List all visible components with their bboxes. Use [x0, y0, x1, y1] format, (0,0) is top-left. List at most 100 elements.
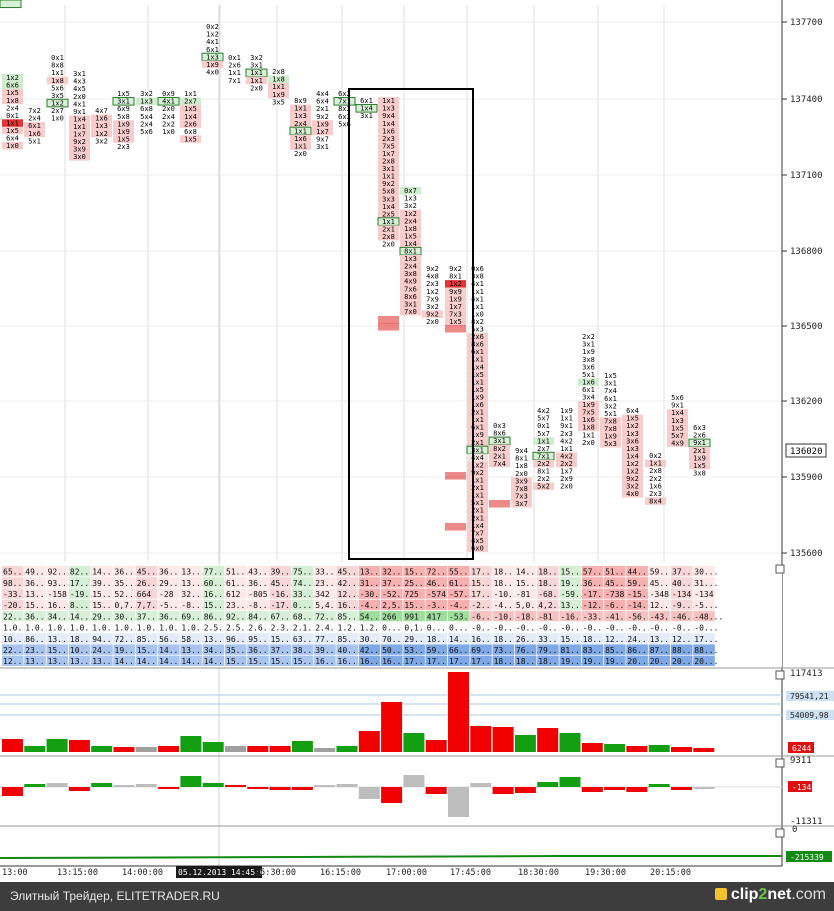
- stats-cell: 42...: [360, 646, 384, 655]
- stats-cell: 15...: [92, 590, 116, 599]
- footprint-cell-value: 1x9: [117, 120, 130, 128]
- price-tick-label: 137100: [790, 171, 823, 181]
- footprint-cell-value: 1x4: [671, 409, 684, 417]
- footprint-cell: [467, 514, 488, 522]
- stats-cell: -19...: [70, 590, 99, 599]
- delta-axis-label: -11311: [790, 817, 823, 827]
- stats-cell: 29...: [404, 635, 428, 644]
- volume-bar: [247, 746, 269, 752]
- footprint-cell-value: 1x1: [471, 288, 484, 296]
- stats-cell-bg: [403, 588, 425, 599]
- footprint-cell: [180, 120, 201, 128]
- stats-cell: 0...: [427, 624, 446, 633]
- stats-cell-bg: [291, 622, 314, 633]
- footprint-cell-value: 1x1: [73, 123, 86, 131]
- footprint-cell: [400, 277, 421, 286]
- time-tick-label: 13:15:00: [57, 868, 98, 878]
- close-panel-button[interactable]: [775, 828, 785, 838]
- stats-cell: -0...: [516, 624, 540, 633]
- footprint-cell-value: 1x4: [404, 240, 417, 248]
- stats-cell: 12...: [605, 635, 629, 644]
- footprint-cell-value: 7x8: [604, 425, 617, 433]
- stats-cell-bg: [180, 633, 202, 644]
- volume-bar: [492, 727, 514, 752]
- footprint-cell-value: 3x5: [272, 98, 285, 106]
- stats-cell: 76...: [516, 646, 540, 655]
- stats-cell: 77...: [204, 568, 228, 577]
- stats-cell: -68...: [538, 590, 567, 599]
- footprint-cell-value: 7x0: [404, 308, 417, 316]
- stats-cell-bg: [358, 633, 381, 644]
- stats-cell: 36...: [159, 612, 183, 621]
- footprint-cell-value: 2x7: [537, 445, 550, 453]
- stats-cell: -738: [605, 590, 624, 599]
- footprint-cell: [422, 310, 443, 318]
- stats-cell-bg: [381, 599, 403, 610]
- close-panel-button[interactable]: [775, 670, 785, 680]
- stats-cell-bg: [113, 633, 135, 644]
- stats-cell: -5...: [159, 601, 183, 610]
- stats-cell: 66...: [449, 646, 473, 655]
- footprint-cell: [378, 202, 399, 211]
- stats-cell-bg: [291, 610, 314, 622]
- stats-cell-bg: [247, 633, 269, 644]
- stats-cell-bg: [448, 599, 470, 610]
- stats-cell-bg: [381, 633, 403, 644]
- stats-cell: 35...: [115, 579, 139, 588]
- stats-cell: 13...: [181, 646, 205, 655]
- footprint-cell-value: 5x6: [671, 394, 684, 402]
- stats-cell: 0...: [449, 624, 468, 633]
- footprint-cell-value: 1x5: [671, 424, 684, 432]
- stats-cell: 14...: [92, 568, 116, 577]
- footprint-cell-value: 6x9: [117, 105, 130, 113]
- volume-bar: [269, 746, 291, 752]
- stats-cell-bg: [24, 599, 46, 610]
- footprint-cell: [91, 114, 112, 123]
- footprint-cell-value: 2x6: [693, 432, 706, 440]
- volume-value-label: 54009,98: [790, 711, 829, 720]
- footprint-cell-value: 1x1: [471, 356, 484, 364]
- stats-cell-bg: [559, 655, 581, 666]
- volume-value-box: [786, 710, 834, 720]
- footprint-cell-value: 2x3: [560, 430, 573, 438]
- stats-cell: 39...: [271, 568, 295, 577]
- footprint-cell-value: 2x2: [537, 475, 550, 483]
- stats-cell: 18...: [494, 579, 518, 588]
- stats-cell: 14...: [115, 657, 139, 666]
- stats-cell: 13...: [92, 657, 116, 666]
- footprint-cell-value: 2x0: [73, 93, 86, 101]
- stats-cell-bg: [135, 622, 158, 633]
- footprint-cell-value: 9x2: [426, 265, 439, 273]
- stats-cell-bg: [135, 644, 158, 655]
- footprint-cell-value: 7x5: [382, 142, 395, 150]
- delta-bar: [180, 776, 202, 787]
- footprint-cell-value: 9x2: [316, 113, 329, 121]
- stats-cell: -0...: [627, 624, 651, 633]
- stats-cell-bg: [559, 599, 581, 610]
- time-highlight-label: 05.12.2013 14:45:00: [178, 868, 270, 877]
- stats-cell: 15...: [25, 601, 49, 610]
- volume-bar: [135, 747, 157, 752]
- close-panel-button[interactable]: [775, 758, 785, 768]
- volume-bar: [291, 741, 313, 752]
- stats-cell-bg: [358, 622, 381, 633]
- footprint-cell-value: 1x1: [272, 83, 285, 91]
- stats-cell-bg: [403, 566, 425, 577]
- footprint-cell-value: 3x5: [51, 92, 64, 100]
- stats-cell: -0...: [561, 624, 585, 633]
- footprint-cell-value: 1x9: [582, 401, 595, 409]
- stats-cell: -0...: [538, 624, 562, 633]
- footprint-cell-value: 1x3: [671, 417, 684, 425]
- footprint-cell: [69, 137, 90, 146]
- stats-cell: 23...: [25, 646, 49, 655]
- stats-cell: -16...: [561, 612, 590, 621]
- stats-cell-bg: [247, 566, 269, 577]
- footprint-cell-value: 2x1: [382, 225, 395, 233]
- close-panel-button[interactable]: [775, 564, 785, 574]
- footprint-cell: [2, 96, 23, 105]
- footprint-cell-value: 3x1: [582, 341, 595, 349]
- stats-cell-bg: [492, 622, 515, 633]
- footprint-cell-value: 6x8: [140, 105, 153, 113]
- footprint-cell: [622, 452, 643, 460]
- stats-cell: 81...: [561, 646, 585, 655]
